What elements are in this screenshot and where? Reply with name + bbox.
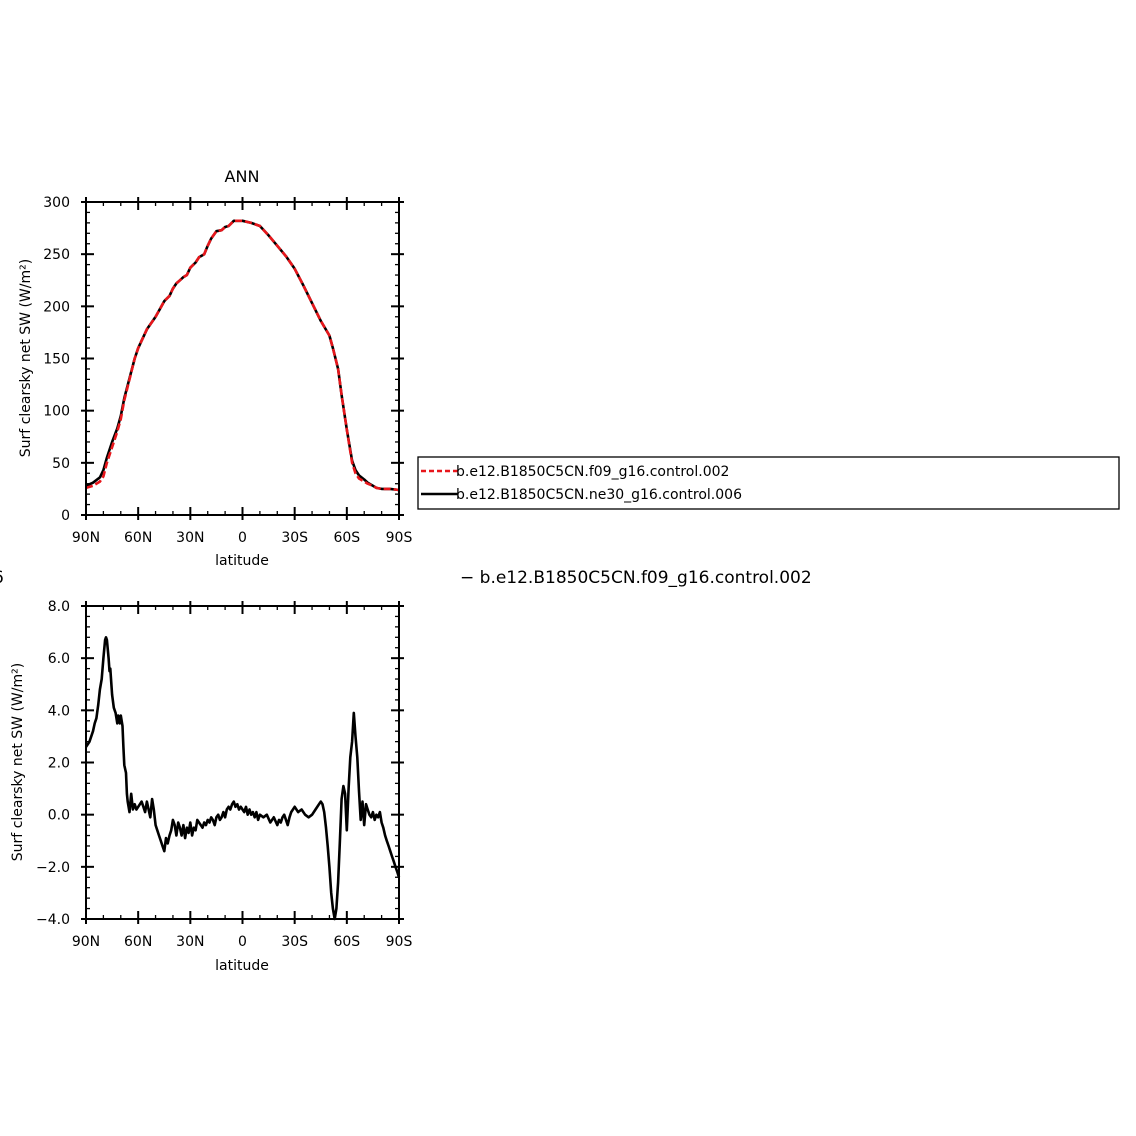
- bottom-y-tick-label: 0.0: [48, 808, 70, 824]
- bottom-x-tick-label: 90N: [72, 934, 100, 950]
- bottom-x-tick-label: 30N: [176, 934, 204, 950]
- top-x-tick-label: 90N: [72, 530, 100, 546]
- top-y-axis-label: Surf clearsky net SW (W/m²): [18, 259, 34, 457]
- bottom-y-tick-label: 8.0: [48, 599, 70, 615]
- bottom-x-axis-label: latitude: [215, 958, 269, 974]
- left-edge-fragment: 6: [0, 568, 4, 588]
- bottom-series-group: [84, 635, 401, 921]
- top-series-line-1: [85, 219, 400, 492]
- top-tick-labels: 90N 60N 30N 0 30S 60S 90S 0 50 100 150 200 250 300: [43, 195, 412, 546]
- top-plot-frame: [85, 201, 400, 516]
- legend-box: [417, 456, 1120, 510]
- top-plot-title: ANN: [225, 167, 260, 186]
- bottom-x-tick-label: 60N: [124, 934, 152, 950]
- top-y-tick-label: 100: [43, 404, 70, 420]
- top-x-axis-label: latitude: [215, 553, 269, 569]
- bottom-y-tick-label: −4.0: [36, 912, 70, 928]
- top-x-tick-label: 90S: [386, 530, 413, 546]
- bottom-plot-frame: [85, 605, 400, 920]
- top-x-tick-label: 0: [238, 530, 247, 546]
- bottom-tick-labels: 90N 60N 30N 0 30S 60S 90S −4.0 −2.0 0.0 2.0 4.0 6.0 8…: [36, 599, 412, 950]
- bottom-x-tick-label: 0: [238, 934, 247, 950]
- bottom-x-tick-label: 60S: [333, 934, 360, 950]
- top-series-line-0: [85, 219, 400, 492]
- top-y-tick-label: 50: [52, 456, 70, 472]
- top-panel: ANN Surf clearsky net SW (W/m²) latitude…: [18, 167, 412, 569]
- legend-entry-2: b.e12.B1850C5CN.ne30_g16.control.006: [456, 487, 742, 503]
- bottom-series-line-0: [84, 635, 401, 921]
- top-x-tick-label: 60S: [333, 530, 360, 546]
- top-x-tick-label: 30N: [176, 530, 204, 546]
- top-y-tick-label: 250: [43, 247, 70, 263]
- top-series-group: [85, 219, 400, 492]
- bottom-y-tick-label: 2.0: [48, 756, 70, 772]
- top-y-tick-label: 150: [43, 352, 70, 368]
- bottom-y-axis-label: Surf clearsky net SW (W/m²): [10, 663, 26, 861]
- bottom-y-tick-label: 4.0: [48, 703, 70, 719]
- bottom-axis-ticks: [81, 601, 404, 924]
- bottom-legend-text: − b.e12.B1850C5CN.f09_g16.control.002: [460, 568, 812, 588]
- bottom-x-tick-label: 90S: [386, 934, 413, 950]
- top-x-tick-label: 30S: [281, 530, 308, 546]
- legend-entry-1: b.e12.B1850C5CN.f09_g16.control.002: [456, 464, 729, 480]
- legend: b.e12.B1850C5CN.f09_g16.control.002 b.e1…: [417, 456, 1120, 510]
- top-x-tick-label: 60N: [124, 530, 152, 546]
- top-y-tick-label: 300: [43, 195, 70, 211]
- bottom-y-tick-label: −2.0: [36, 860, 70, 876]
- top-y-tick-label: 200: [43, 299, 70, 315]
- bottom-x-tick-label: 30S: [281, 934, 308, 950]
- bottom-panel: 6 − b.e12.B1850C5CN.f09_g16.control.002 …: [0, 568, 812, 974]
- top-y-tick-label: 0: [61, 508, 70, 524]
- bottom-y-tick-label: 6.0: [48, 651, 70, 667]
